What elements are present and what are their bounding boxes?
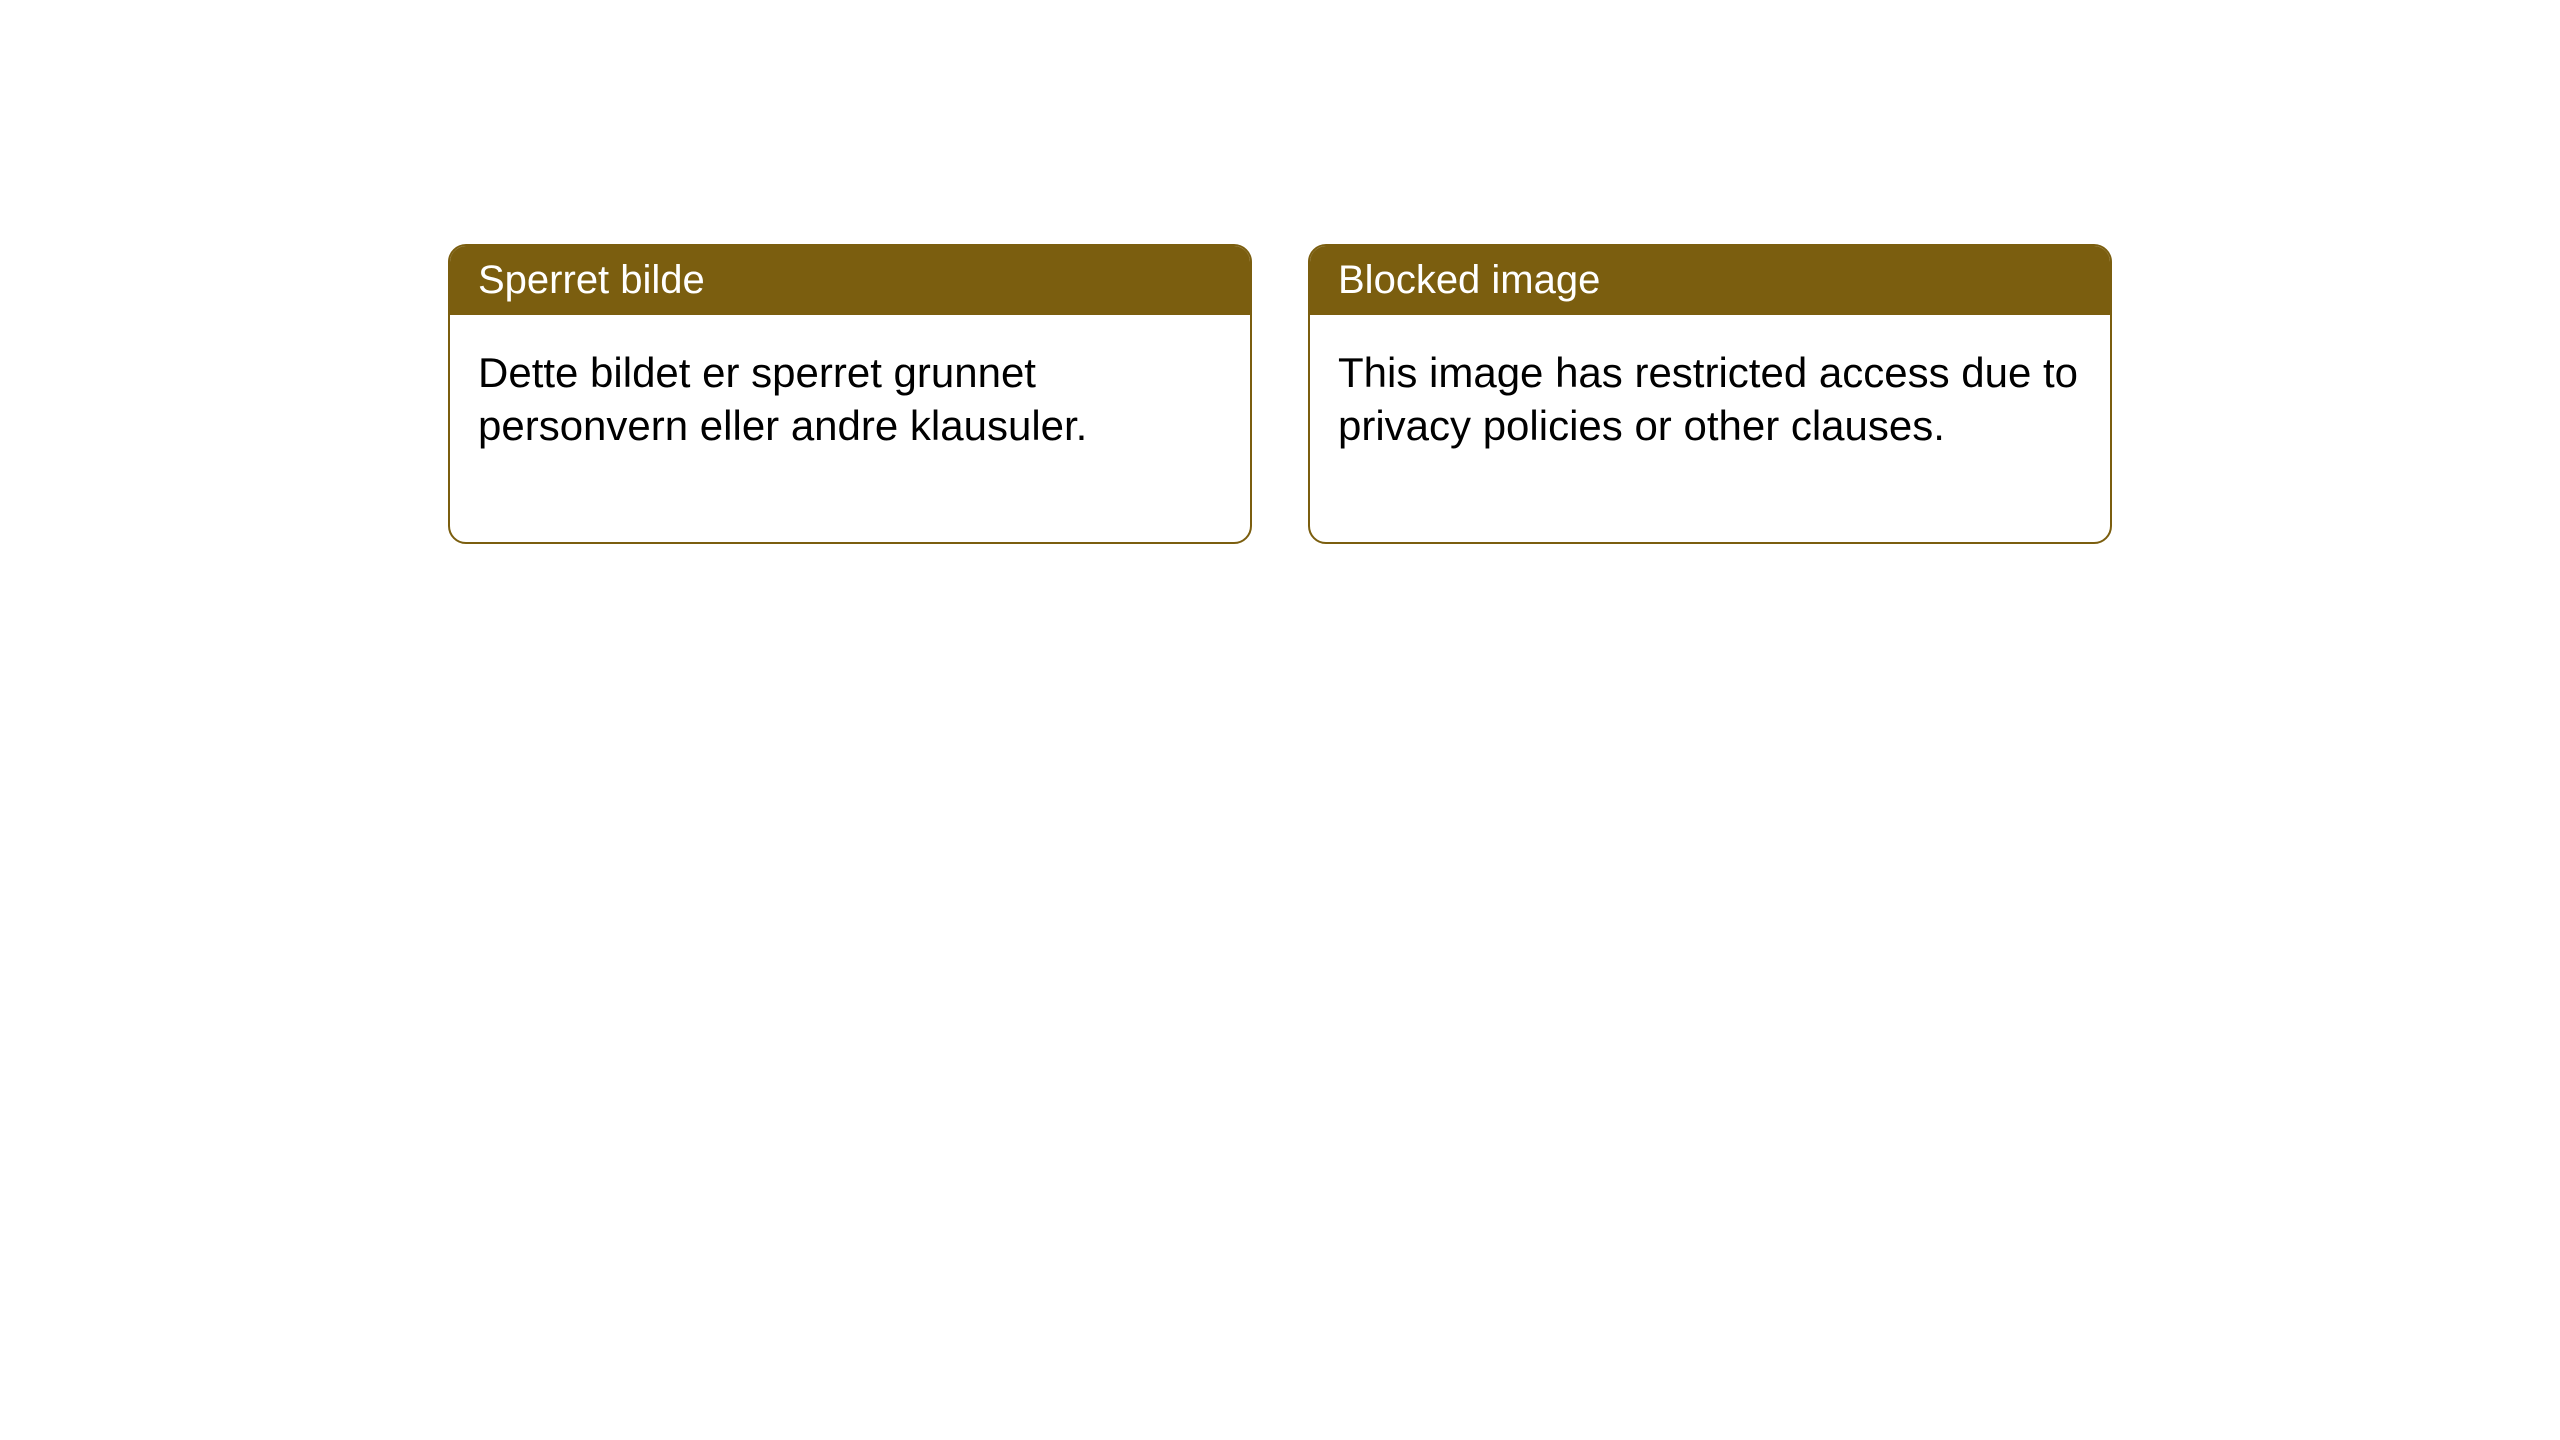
notice-title: Sperret bilde	[450, 246, 1250, 315]
notice-title: Blocked image	[1310, 246, 2110, 315]
notice-body: This image has restricted access due to …	[1310, 315, 2110, 542]
notice-box-english: Blocked image This image has restricted …	[1308, 244, 2112, 544]
notice-box-norwegian: Sperret bilde Dette bildet er sperret gr…	[448, 244, 1252, 544]
notice-body: Dette bildet er sperret grunnet personve…	[450, 315, 1250, 542]
notice-container: Sperret bilde Dette bildet er sperret gr…	[0, 0, 2560, 544]
